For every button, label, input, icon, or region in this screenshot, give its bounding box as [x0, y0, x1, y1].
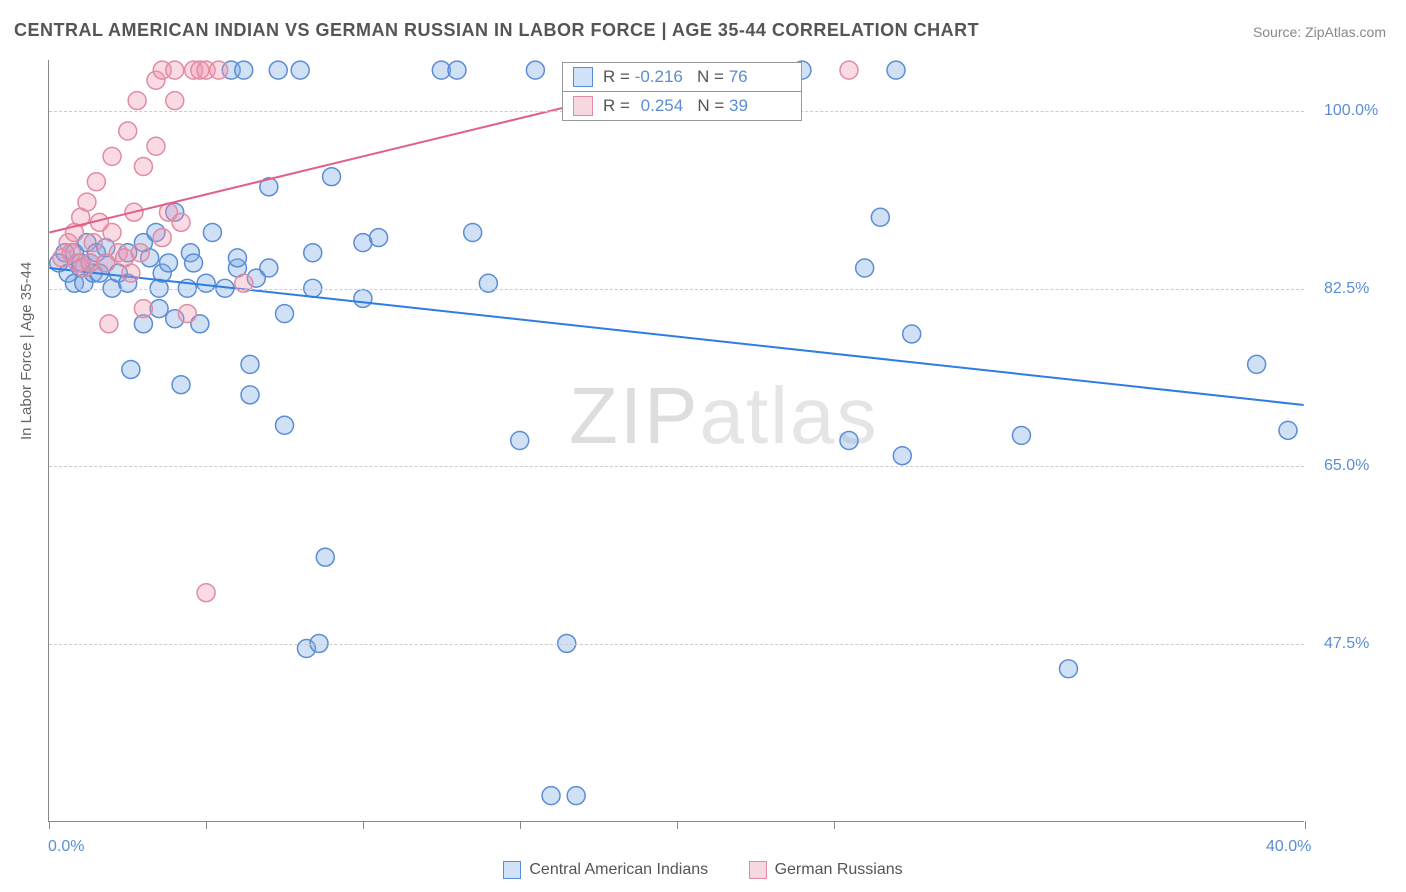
data-point [526, 61, 544, 79]
gridline [49, 289, 1304, 290]
data-point [291, 61, 309, 79]
plot-area: ZIPatlas [48, 60, 1304, 822]
data-point [893, 447, 911, 465]
data-point [197, 584, 215, 602]
stats-text: R = 0.254 N = 39 [603, 96, 748, 116]
data-point [185, 254, 203, 272]
data-point [103, 147, 121, 165]
legend-swatch-2 [749, 861, 767, 879]
data-point [134, 158, 152, 176]
x-tick [1305, 821, 1306, 829]
y-tick-label: 65.0% [1324, 457, 1369, 475]
data-point [354, 289, 372, 307]
data-point [78, 193, 96, 211]
x-tick [834, 821, 835, 829]
data-point [1059, 660, 1077, 678]
x-tick [677, 821, 678, 829]
stats-text: R = -0.216 N = 76 [603, 67, 748, 87]
data-point [241, 386, 259, 404]
data-point [235, 61, 253, 79]
legend-label-1: Central American Indians [529, 861, 708, 879]
data-point [1279, 421, 1297, 439]
data-point [210, 61, 228, 79]
gridline [49, 466, 1304, 467]
data-point [128, 92, 146, 110]
x-tick [520, 821, 521, 829]
data-point [856, 259, 874, 277]
data-point [269, 61, 287, 79]
legend-bottom: Central American Indians German Russians [0, 861, 1406, 884]
data-point [567, 787, 585, 805]
plot-svg [49, 60, 1304, 821]
data-point [84, 234, 102, 252]
stats-box: R = 0.254 N = 39 [562, 91, 802, 121]
data-point [178, 305, 196, 323]
chart-title: CENTRAL AMERICAN INDIAN VS GERMAN RUSSIA… [14, 20, 979, 41]
data-point [100, 315, 118, 333]
data-point [840, 432, 858, 450]
data-point [103, 224, 121, 242]
y-tick-label: 82.5% [1324, 280, 1369, 298]
data-point [172, 213, 190, 231]
data-point [134, 300, 152, 318]
y-tick-label: 47.5% [1324, 635, 1369, 653]
data-point [304, 244, 322, 262]
stats-box: R = -0.216 N = 76 [562, 62, 802, 92]
legend-label-2: German Russians [775, 861, 903, 879]
data-point [903, 325, 921, 343]
data-point [1012, 426, 1030, 444]
gridline [49, 644, 1304, 645]
data-point [542, 787, 560, 805]
x-tick-label: 40.0% [1266, 838, 1311, 856]
x-tick-label: 0.0% [48, 838, 84, 856]
data-point [260, 259, 278, 277]
stats-swatch [573, 96, 593, 116]
data-point [153, 229, 171, 247]
data-point [131, 244, 149, 262]
data-point [228, 249, 246, 267]
legend-item-series-2: German Russians [749, 861, 903, 879]
data-point [276, 305, 294, 323]
x-tick [49, 821, 50, 829]
data-point [119, 122, 137, 140]
data-point [172, 376, 190, 394]
data-point [147, 137, 165, 155]
data-point [166, 92, 184, 110]
y-tick-label: 100.0% [1324, 102, 1378, 120]
data-point [316, 548, 334, 566]
chart-container: CENTRAL AMERICAN INDIAN VS GERMAN RUSSIA… [0, 0, 1406, 892]
data-point [887, 61, 905, 79]
data-point [370, 229, 388, 247]
data-point [166, 61, 184, 79]
data-point [87, 173, 105, 191]
source-attribution: Source: ZipAtlas.com [1253, 24, 1386, 40]
data-point [511, 432, 529, 450]
data-point [276, 416, 294, 434]
legend-item-series-1: Central American Indians [503, 861, 708, 879]
legend-swatch-1 [503, 861, 521, 879]
data-point [241, 355, 259, 373]
data-point [464, 224, 482, 242]
data-point [122, 360, 140, 378]
data-point [840, 61, 858, 79]
data-point [159, 254, 177, 272]
data-point [448, 61, 466, 79]
data-point [203, 224, 221, 242]
stats-swatch [573, 67, 593, 87]
data-point [1248, 355, 1266, 373]
x-tick [363, 821, 364, 829]
data-point [871, 208, 889, 226]
data-point [122, 264, 140, 282]
y-axis-label: In Labor Force | Age 35-44 [18, 262, 35, 440]
data-point [323, 168, 341, 186]
x-tick [206, 821, 207, 829]
